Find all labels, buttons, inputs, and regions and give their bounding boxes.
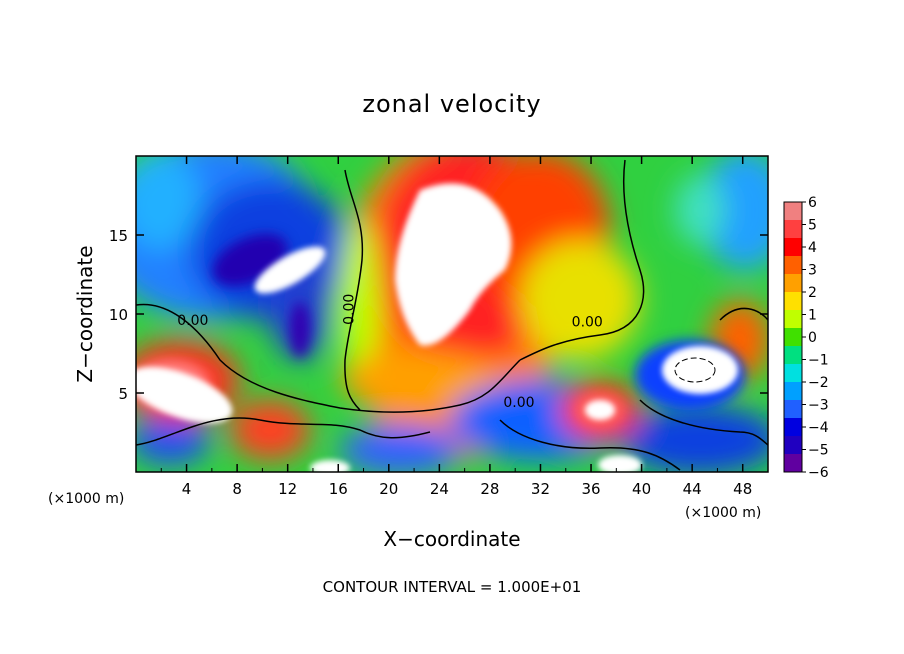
contour-interval-footer: CONTOUR INTERVAL = 1.000E+01 [323,578,582,596]
colorbar-swatch [784,274,802,293]
colorbar-swatch [784,382,802,401]
x-axis: 4 8 12 16 20 24 28 32 36 40 44 48 [160,156,752,498]
x-tick-label: 48 [733,480,752,498]
x-tick-label: 32 [531,480,550,498]
colorbar-tick-label: 1 [808,308,817,324]
x-tick-label: 40 [632,480,651,498]
x-tick-label: 12 [278,480,297,498]
colorbar-tick-label: 3 [808,263,817,279]
colorbar-swatch [784,436,802,455]
colorbar-tick-label: 4 [808,240,817,256]
colorbar-swatch [784,238,802,257]
colorbar-swatch [784,220,802,239]
colorbar-tick-label: 2 [808,285,817,301]
chart-title: zonal velocity [362,90,541,118]
colorbar-tick-label: 0 [808,330,817,346]
colorbar-tick-label: −5 [808,443,829,459]
x-tick-label: 20 [379,480,398,498]
colorbar-tick-label: −3 [808,398,829,414]
y-tick-label: 15 [109,227,128,245]
contour-label: 0.00 [572,315,603,331]
colorbar-swatch [784,346,802,365]
colorbar-tick-label: −4 [808,420,829,436]
contour-label: 0.00 [341,294,357,325]
x-tick-label: 8 [232,480,242,498]
colorbar-swatch [784,328,802,347]
x-tick-label: 36 [581,480,600,498]
colorbar-swatch [784,256,802,275]
colorbar: 6 5 4 3 2 1 0 −1 −2 −3 −4 −5 −6 [783,195,829,481]
colorbar-swatch [784,418,802,437]
colorbar-swatch [784,202,802,221]
heatmap-field [136,156,768,472]
x-unit-left: (×1000 m) [48,491,124,507]
contour-label: 0.00 [503,395,534,411]
y-axis: 5 10 15 [109,227,768,403]
x-tick-label: 16 [329,480,348,498]
x-tick-label: 44 [683,480,702,498]
colorbar-tick-label: −6 [808,465,829,481]
y-axis-label: Z−coordinate [73,245,97,382]
colorbar-swatch [784,310,802,329]
y-tick-label: 10 [109,306,128,324]
x-axis-label: X−coordinate [383,527,520,551]
colorbar-swatch [784,292,802,311]
contour-label: 0.00 [177,313,208,329]
colorbar-swatch [784,364,802,383]
x-tick-label: 4 [182,480,192,498]
colorbar-tick-label: −1 [808,353,829,369]
y-tick-label: 5 [118,385,128,403]
colorbar-tick-label: 6 [808,195,817,211]
x-tick-label: 28 [480,480,499,498]
colorbar-swatch [784,400,802,419]
x-tick-label: 24 [430,480,449,498]
contour-labels: 0.00 0.00 0.00 0.00 [177,294,603,412]
colorbar-swatch [784,454,802,473]
x-unit-right: (×1000 m) [685,505,761,521]
colorbar-tick-label: 5 [808,218,817,234]
colorbar-tick-label: −2 [808,375,829,391]
